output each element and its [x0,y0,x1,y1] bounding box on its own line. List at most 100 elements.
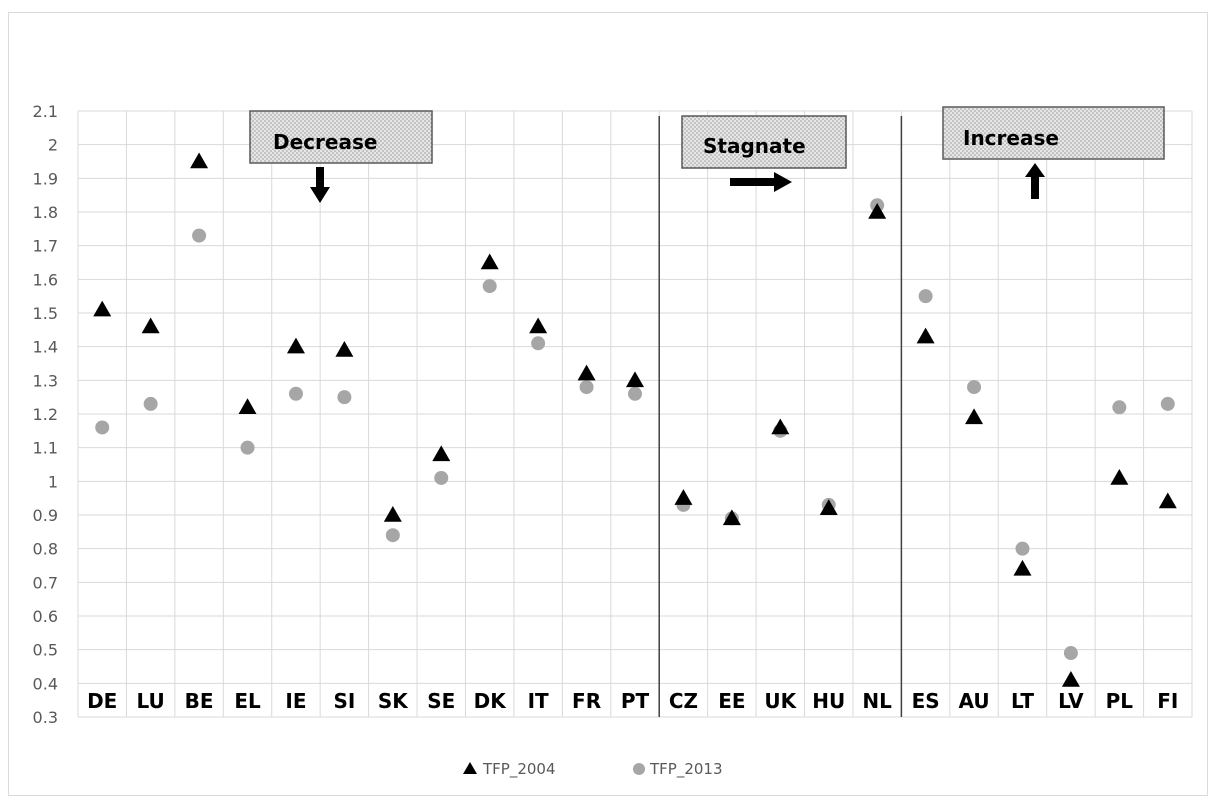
x-tick-label: ES [912,689,940,713]
legend: TFP_2004 TFP_2013 [463,760,723,779]
point-tfp2004 [141,317,160,334]
y-tick-label: 0.5 [33,641,58,660]
point-tfp2004 [1013,559,1032,576]
x-tick-label: FI [1157,689,1178,713]
x-tick-label: LT [1011,689,1034,713]
point-tfp2004 [383,506,402,522]
legend-label-tfp2013: TFP_2013 [649,760,723,779]
point-tfp2004 [1158,492,1177,509]
x-tick-label: DK [474,689,508,713]
point-tfp2013 [337,390,352,405]
x-axis: DE LU BE EL IE SI SK SE DK IT FR PT CZ EE UK HU NL ES AU LT… [87,689,1178,713]
arrow-up-icon [1025,163,1045,199]
point-tfp2004 [916,327,935,344]
point-tfp2013 [434,470,449,485]
y-tick-label: 2 [48,136,58,155]
point-tfp2004 [868,203,887,219]
point-tfp2004 [626,371,644,388]
point-tfp2013 [918,289,933,304]
y-tick-label: 1 [48,472,58,491]
grid-lines [77,110,1193,718]
point-tfp2004 [722,509,741,526]
annotation-label: Stagnate [703,134,806,158]
y-tick-label: 0.7 [33,573,58,592]
x-tick-label: BE [185,689,214,713]
annotation-box [942,106,1165,160]
x-tick-label: EE [718,689,745,713]
data-points [93,152,1177,687]
point-tfp2013 [1112,400,1127,415]
y-tick-label: 1.3 [33,371,58,390]
arrow-down-icon [310,167,330,203]
x-tick-label: HU [812,689,845,713]
x-tick-label: SK [378,689,409,713]
annotation-box [249,110,433,164]
point-tfp2013 [1160,396,1175,411]
y-tick-label: 1.7 [33,237,58,256]
y-tick-label: 1.4 [33,338,58,357]
y-tick-label: 0.6 [33,607,58,626]
y-tick-label: 1.9 [33,169,58,188]
point-tfp2013 [967,380,982,395]
point-tfp2004 [819,499,838,516]
point-tfp2004 [1061,670,1080,687]
y-tick-label: 2.1 [33,102,58,121]
y-tick-label: 0.4 [33,674,58,693]
point-tfp2004 [480,253,499,270]
x-tick-label: FR [572,689,601,713]
x-tick-label: PT [621,689,650,713]
y-tick-label: 1.8 [33,203,58,222]
point-tfp2004 [93,300,112,317]
point-tfp2013 [288,386,303,401]
x-tick-label: UK [764,689,797,713]
point-tfp2004 [577,364,596,381]
y-axis: 0.3 0.4 0.5 0.6 0.7 0.8 0.9 1 1.1 1.2 1.3 1.4 1.5 1.6… [33,102,58,727]
point-tfp2013 [192,228,207,243]
point-tfp2013 [482,279,497,294]
x-tick-label: LU [137,689,165,713]
annotation-boxes: Decrease Stagnate Increase [249,106,1165,203]
point-tfp2013 [1015,541,1030,556]
point-tfp2013 [579,380,594,395]
y-tick-label: 1.1 [33,439,58,458]
annotation-box [681,115,847,169]
group-dividers [658,116,903,717]
point-tfp2013 [628,386,642,401]
legend-circle-icon [633,763,645,775]
point-tfp2004 [335,341,354,357]
point-tfp2004 [190,152,209,169]
point-tfp2013 [531,336,546,351]
y-tick-label: 0.3 [33,708,58,727]
x-tick-label: IT [528,689,549,713]
x-tick-label: AU [958,689,989,713]
point-tfp2013 [95,420,110,435]
arrow-right-icon [730,172,792,192]
x-tick-label: PL [1106,689,1134,713]
y-tick-label: 1.2 [33,405,58,424]
legend-triangle-icon [463,762,477,774]
point-tfp2004 [965,408,984,425]
x-tick-label: DE [87,689,117,713]
annotation-label: Increase [963,126,1059,150]
point-tfp2004 [771,418,790,435]
x-tick-label: SI [333,689,355,713]
y-tick-label: 0.8 [33,540,58,559]
legend-label-tfp2004: TFP_2004 [482,760,556,779]
x-tick-label: IE [285,689,306,713]
x-tick-label: EL [234,689,261,713]
y-tick-label: 1.6 [33,270,58,289]
point-tfp2013 [385,528,400,543]
annotation-label: Decrease [273,130,377,154]
point-tfp2013 [143,396,158,411]
point-tfp2013 [1063,646,1078,661]
point-tfp2004 [674,489,693,505]
point-tfp2004 [1110,468,1129,485]
x-tick-label: CZ [669,689,698,713]
point-tfp2004 [238,398,257,415]
y-tick-label: 0.9 [33,506,58,525]
x-tick-label: NL [862,689,892,713]
point-tfp2004 [286,337,305,354]
point-tfp2013 [240,440,255,455]
x-tick-label: SE [427,689,455,713]
